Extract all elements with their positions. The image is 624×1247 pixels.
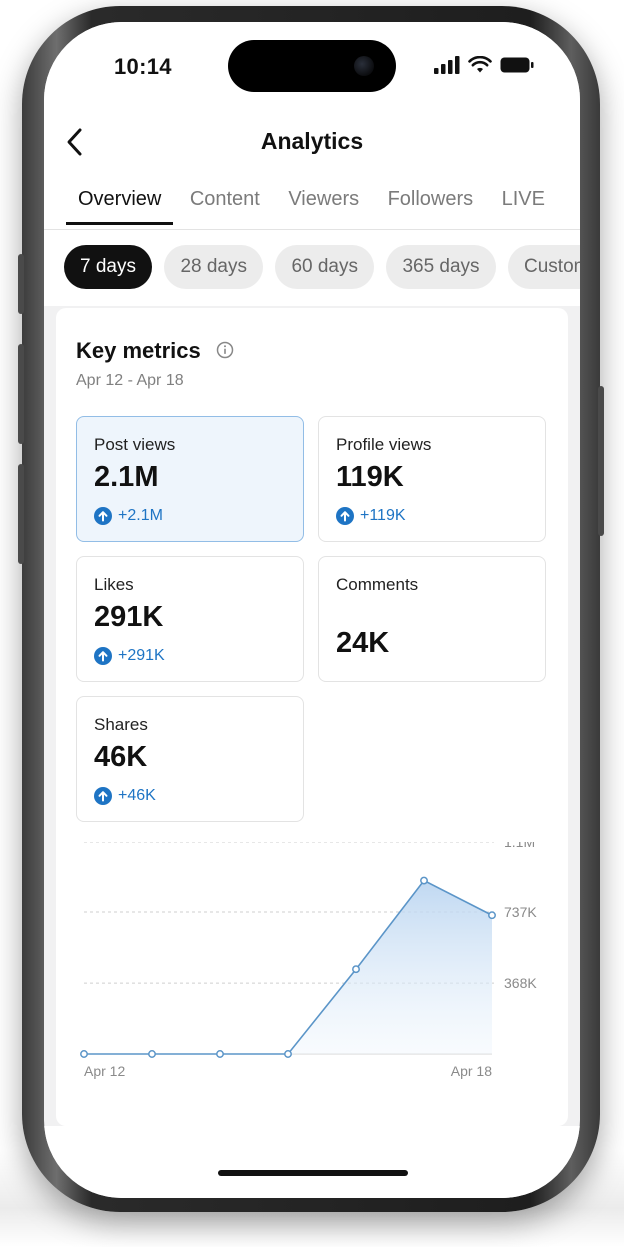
metric-value: 2.1M [94, 461, 159, 493]
x-tick-label: Apr 12 [84, 1063, 125, 1079]
chip-28-days[interactable]: 28 days [164, 245, 263, 289]
metric-tile-shares[interactable]: Shares 46K +46K [76, 696, 304, 822]
metric-label: Shares [94, 715, 148, 734]
date-range-chips: 7 days 28 days 60 days 365 days Custom [64, 245, 580, 289]
metric-label: Comments [336, 575, 419, 594]
metric-change: +119K [336, 507, 406, 525]
metric-value: 291K [94, 601, 164, 633]
metric-value: 46K [94, 741, 148, 773]
bottom-area [44, 1126, 580, 1198]
metric-change-text: +2.1M [118, 507, 163, 524]
data-point [216, 1050, 224, 1058]
y-tick-label: 368K [504, 975, 537, 991]
arrow-up-icon [94, 787, 112, 805]
metric-change: +46K [94, 787, 156, 805]
date-range-label: Apr 12 - Apr 18 [76, 372, 184, 389]
key-metrics-title: Key metrics [76, 338, 201, 363]
metric-label: Likes [94, 575, 134, 594]
y-tick-label: 1.1M [504, 842, 535, 850]
key-metrics-card: Key metrics Apr 12 - Apr 18 Post views 2… [56, 308, 568, 1126]
y-tick-label: 737K [504, 904, 537, 920]
status-time: 10:14 [114, 54, 172, 79]
arrow-up-icon [94, 647, 112, 665]
metric-tile-profile-views[interactable]: Profile views 119K +119K [318, 416, 546, 542]
tab-divider [44, 229, 580, 230]
volume-up-button [18, 344, 24, 444]
data-point [352, 965, 360, 974]
data-point [148, 1050, 156, 1058]
volume-down-button [18, 464, 24, 564]
arrow-up-icon [94, 507, 112, 525]
back-arrow-icon[interactable] [62, 126, 86, 158]
metric-value: 24K [336, 627, 390, 659]
wifi-icon [468, 56, 492, 73]
arrow-up-icon [336, 507, 354, 525]
screen: 10:14 Analytics Overview Content Viewers… [44, 22, 580, 1198]
views-chart: 1.1M 737K 368K Apr 12 Apr 18 [80, 842, 537, 1079]
data-point [284, 1050, 292, 1058]
power-button [598, 386, 604, 536]
tab-viewers[interactable]: Viewers [288, 188, 360, 210]
tab-followers[interactable]: Followers [387, 188, 474, 210]
data-point [488, 911, 496, 920]
status-icons [434, 54, 534, 76]
metric-tile-post-views[interactable]: Post views 2.1M +2.1M [76, 416, 304, 542]
chip-365-days[interactable]: 365 days [386, 245, 496, 289]
metric-change-text: +46K [118, 787, 156, 804]
tab-live[interactable]: LIVE [501, 188, 545, 210]
data-point [80, 1050, 88, 1058]
data-point [420, 876, 428, 885]
action-button [18, 254, 24, 314]
camera-icon [354, 56, 374, 76]
chip-60-days[interactable]: 60 days [275, 245, 374, 289]
metric-label: Post views [94, 435, 176, 454]
home-indicator[interactable] [218, 1170, 408, 1176]
dynamic-island [228, 40, 396, 92]
signal-icon [434, 56, 460, 74]
tab-content[interactable]: Content [189, 188, 260, 210]
metric-tile-comments[interactable]: Comments 24K [318, 556, 546, 682]
x-tick-label: Apr 18 [451, 1063, 492, 1079]
chip-7-days[interactable]: 7 days [64, 245, 152, 289]
tab-overview[interactable]: Overview [66, 182, 174, 225]
page-title: Analytics [260, 128, 364, 154]
metric-change: +2.1M [94, 507, 163, 525]
info-icon[interactable] [216, 341, 234, 359]
metric-change: +291K [94, 647, 165, 665]
metric-value: 119K [336, 461, 404, 493]
metric-tile-likes[interactable]: Likes 291K +291K [76, 556, 304, 682]
metric-change-text: +119K [360, 507, 406, 524]
tab-bar: Overview Content Viewers Followers LIVE [66, 182, 557, 230]
chip-custom[interactable]: Custom [508, 245, 580, 289]
battery-icon [500, 57, 534, 73]
area-fill [84, 880, 492, 1054]
metric-label: Profile views [336, 435, 432, 454]
metric-change-text: +291K [118, 647, 165, 664]
